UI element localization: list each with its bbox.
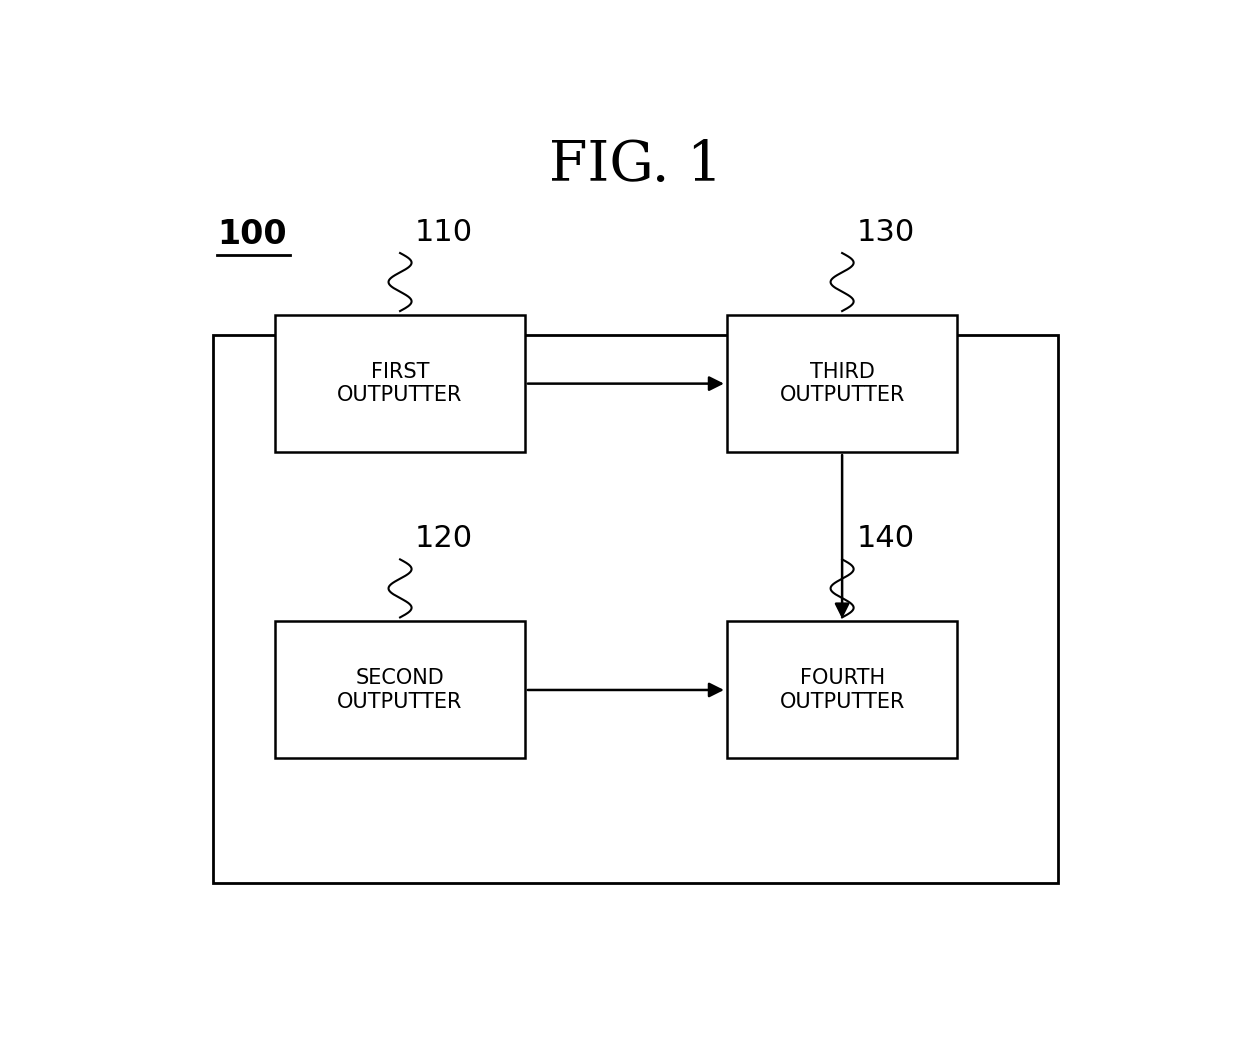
- Text: 100: 100: [217, 218, 288, 250]
- Text: FOURTH
OUTPUTTER: FOURTH OUTPUTTER: [780, 668, 905, 712]
- Bar: [275, 315, 525, 452]
- Text: FIG. 1: FIG. 1: [549, 138, 722, 194]
- Text: 110: 110: [414, 218, 472, 246]
- Text: SECOND
OUTPUTTER: SECOND OUTPUTTER: [337, 668, 463, 712]
- Bar: [213, 335, 1058, 884]
- Text: 140: 140: [857, 524, 915, 553]
- Bar: [275, 622, 525, 758]
- Bar: [727, 315, 957, 452]
- Bar: [727, 622, 957, 758]
- Text: THIRD
OUTPUTTER: THIRD OUTPUTTER: [780, 362, 905, 405]
- Text: 130: 130: [857, 218, 915, 246]
- Text: FIRST
OUTPUTTER: FIRST OUTPUTTER: [337, 362, 463, 405]
- Text: 120: 120: [414, 524, 472, 553]
